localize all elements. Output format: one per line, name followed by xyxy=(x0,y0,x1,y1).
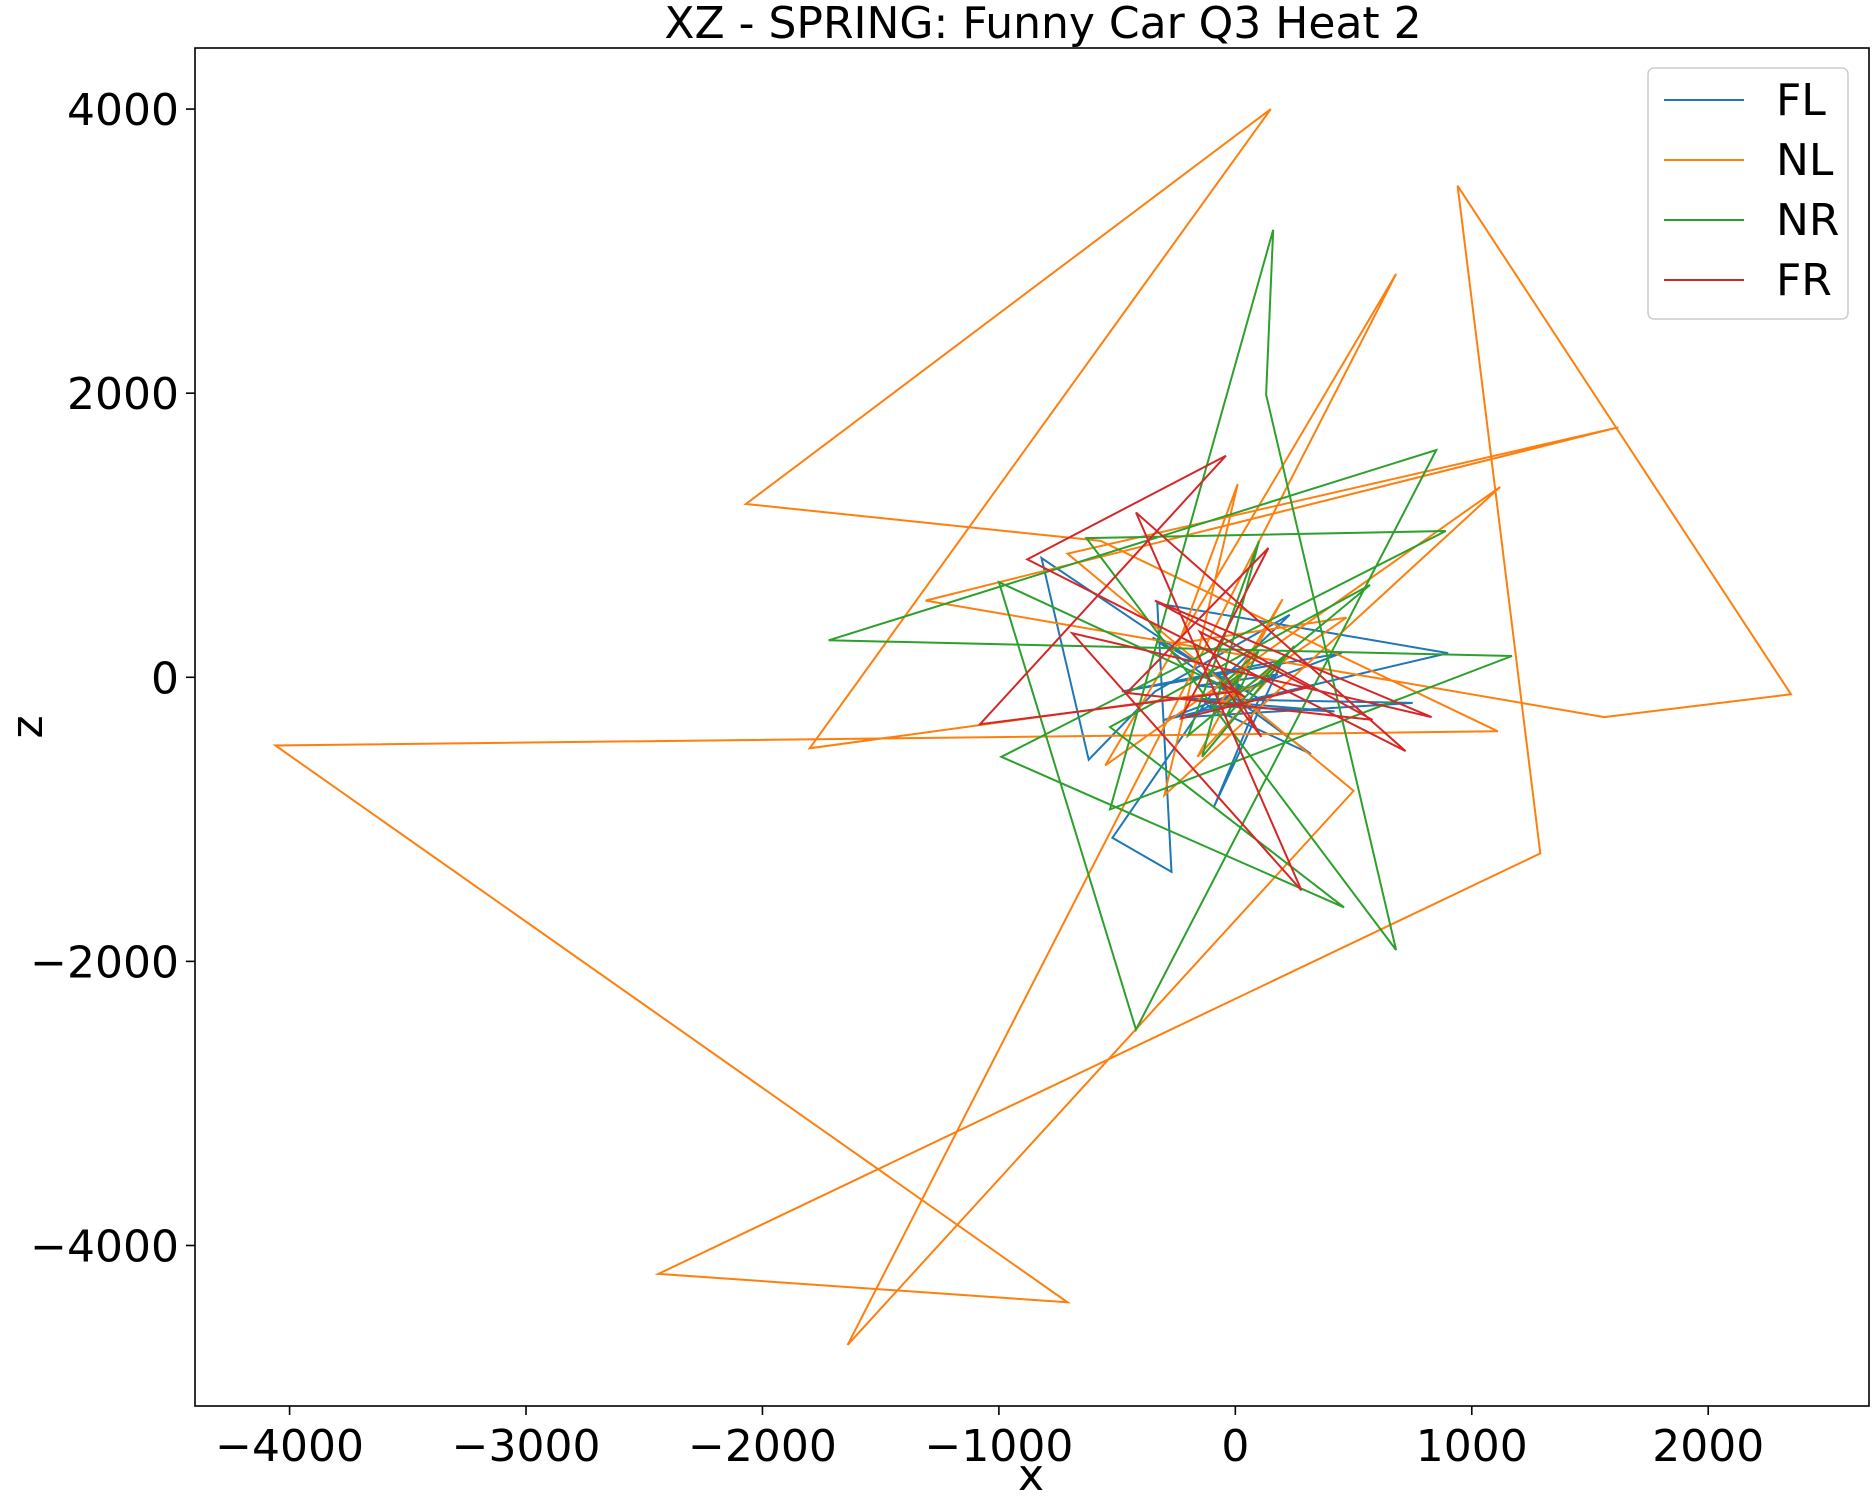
series-line-nr xyxy=(828,229,1513,1033)
series-line-fr xyxy=(977,454,1432,892)
x-tick-label: −4000 xyxy=(215,1421,364,1472)
x-tick-label: −2000 xyxy=(688,1421,837,1472)
y-tick-label: 4000 xyxy=(67,85,179,136)
x-tick-label: 0 xyxy=(1221,1421,1249,1472)
chart-title: XZ - SPRING: Funny Car Q3 Heat 2 xyxy=(664,0,1421,49)
x-axis-label: x xyxy=(1018,1450,1044,1501)
y-axis-ticks: −4000 −2000 0 2000 4000 xyxy=(30,85,195,1272)
plot-area xyxy=(272,108,1793,1346)
legend-box xyxy=(1647,67,1849,320)
x-axis-ticks: −4000 −3000 −2000 −1000 0 1000 2000 xyxy=(215,1406,1764,1472)
x-tick-label: 1000 xyxy=(1416,1421,1528,1472)
legend-label-fr: FR xyxy=(1776,255,1832,306)
legend-label-nr: NR xyxy=(1776,195,1840,246)
x-tick-label: −1000 xyxy=(924,1421,1073,1472)
y-tick-label: −2000 xyxy=(30,937,179,988)
y-tick-label: 0 xyxy=(151,653,179,704)
x-tick-label: 2000 xyxy=(1652,1421,1764,1472)
legend-label-nl: NL xyxy=(1776,135,1834,186)
series-line-nl xyxy=(272,108,1793,1346)
legend-label-fl: FL xyxy=(1776,75,1826,126)
axes-frame xyxy=(194,47,1870,1407)
legend: FL NL NR FR xyxy=(1647,67,1849,320)
y-axis-label: z xyxy=(2,715,53,738)
x-tick-label: −3000 xyxy=(452,1421,601,1472)
y-tick-label: −4000 xyxy=(30,1221,179,1272)
y-tick-label: 2000 xyxy=(67,369,179,420)
